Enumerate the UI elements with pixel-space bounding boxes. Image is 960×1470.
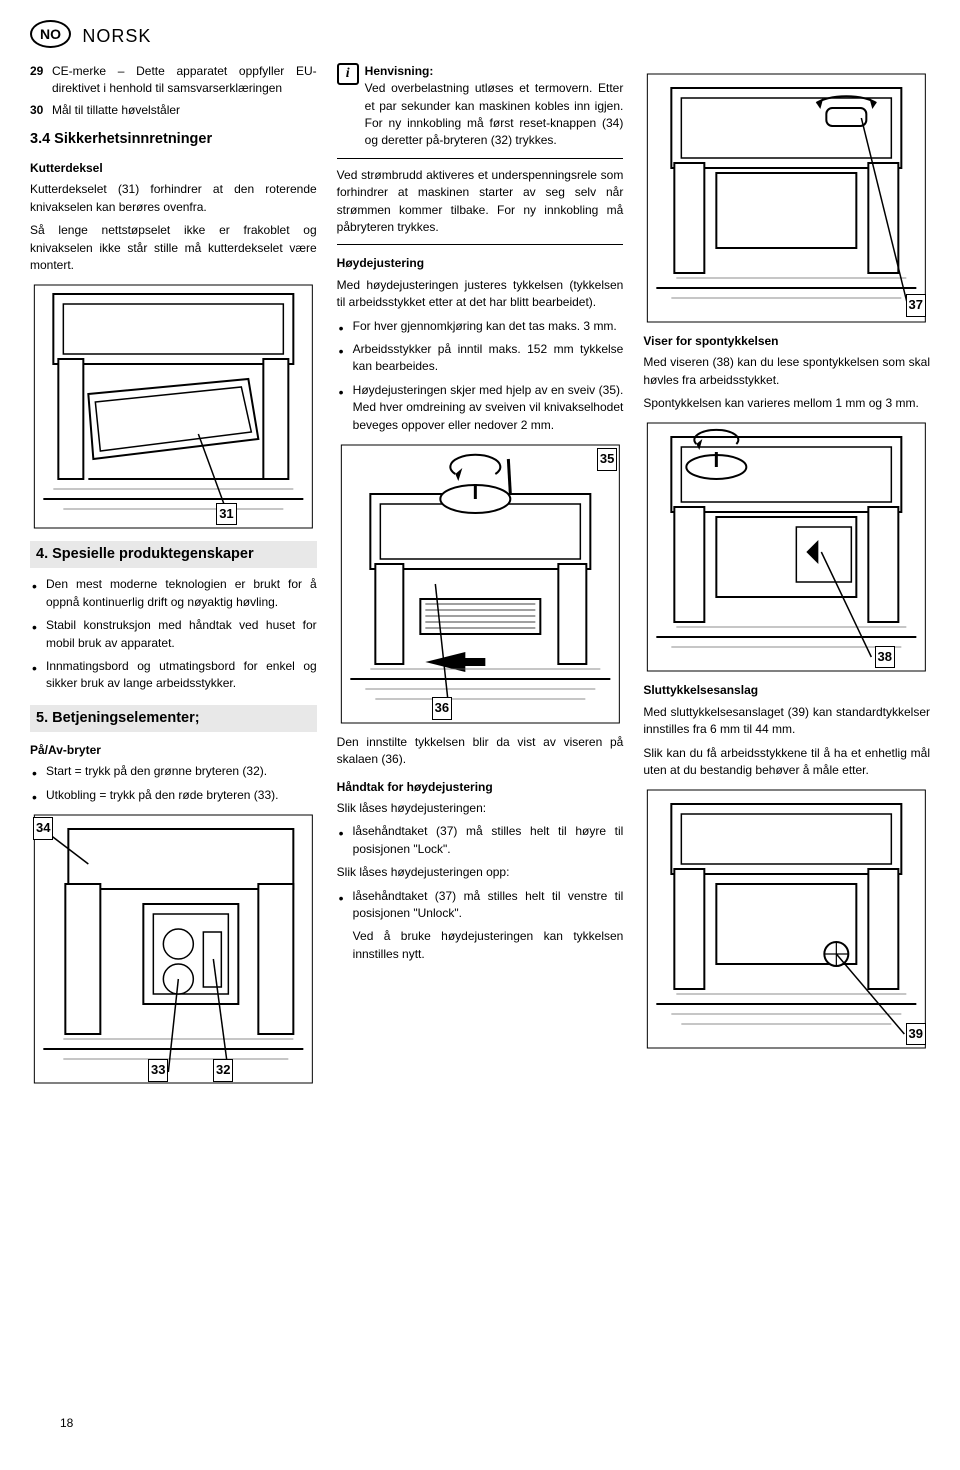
item-text: Mål til tillatte høvelståler [52, 102, 317, 119]
section-4-title: 4. Spesielle produktegenskaper [30, 541, 317, 568]
list-item: låsehåndtaket (37) må stilles helt til h… [337, 823, 624, 858]
figure-number: 31 [216, 503, 236, 526]
figure-37: 37 [643, 73, 930, 323]
list-item: 29 CE-merke – Dette apparatet oppfyller … [30, 63, 317, 98]
page-number: 18 [60, 1415, 73, 1432]
list-item: Stabil konstruksjon med håndtak ved huse… [30, 617, 317, 652]
figure-number: 35 [597, 448, 617, 471]
lang-badge: NO [30, 20, 71, 48]
list-item: Utkobling = trykk på den røde bryteren (… [30, 787, 317, 804]
para: Slik kan du få arbeidsstykkene til å ha … [643, 745, 930, 780]
sub-viser: Viser for spontykkelsen [643, 333, 930, 350]
figure-31: 31 [30, 284, 317, 529]
hoyde-list: For hver gjennomkjøring kan det tas maks… [337, 318, 624, 434]
divider [337, 158, 624, 159]
para: Med høydejusteringen justeres tykkelsen … [337, 277, 624, 312]
figure-number: 32 [213, 1059, 233, 1082]
info-icon: i [337, 63, 359, 85]
lock-list: låsehåndtaket (37) må stilles helt til h… [337, 823, 624, 858]
figure-number: 33 [148, 1059, 168, 1082]
para: Ved å bruke høydejusteringen kan tykkels… [337, 928, 624, 963]
lang-title: NORSK [82, 23, 151, 49]
figure-number: 39 [906, 1023, 926, 1046]
section-5-list: Start = trykk på den grønne bryteren (32… [30, 763, 317, 804]
list-item: Arbeidsstykker på inntil maks. 152 mm ty… [337, 341, 624, 376]
para: Med sluttykkelsesanslaget (39) kan stand… [643, 704, 930, 739]
figure-number: 38 [875, 646, 895, 669]
list-item: Start = trykk på den grønne bryteren (32… [30, 763, 317, 780]
section-5-title: 5. Betjeningselementer; [30, 705, 317, 732]
column-1: 29 CE-merke – Dette apparatet oppfyller … [30, 63, 317, 1094]
para: Spontykkelsen kan varieres mellom 1 mm o… [643, 395, 930, 412]
item-number: 30 [30, 102, 52, 119]
figure-switch: 34 33 32 [30, 814, 317, 1084]
sub-kutterdeksel: Kutterdeksel [30, 160, 317, 177]
sub-paav: På/Av-bryter [30, 742, 317, 759]
figure-number: 37 [906, 294, 926, 317]
figure-number: 36 [432, 697, 452, 720]
language-header: NO NORSK [30, 20, 930, 49]
note-title: Henvisning: [365, 64, 434, 78]
note-henvisning: i Henvisning: Ved overbelastning utløses… [337, 63, 624, 150]
divider [337, 244, 624, 245]
list-item: låsehåndtaket (37) må stilles helt til v… [337, 888, 624, 923]
figure-35-36: 35 36 [337, 444, 624, 724]
item-text: CE-merke – Dette apparatet oppfyller EU-… [52, 63, 317, 98]
item-number: 29 [30, 63, 52, 98]
figure-38: 38 [643, 422, 930, 672]
figure-39: 39 [643, 789, 930, 1049]
list-item: Høydejusteringen skjer med hjelp av en s… [337, 382, 624, 434]
figure-number: 34 [33, 817, 53, 840]
sub-handtak: Håndtak for høydejustering [337, 779, 624, 796]
list-item: Innmatingsbord og utmatingsbord for enke… [30, 658, 317, 693]
item-list-29-30: 29 CE-merke – Dette apparatet oppfyller … [30, 63, 317, 119]
para: Ved strømbrudd aktiveres et underspennin… [337, 167, 624, 237]
section-34-title: 3.4 Sikkerhetsinnretninger [30, 129, 317, 150]
note-body: Ved overbelastning utløses et termovern.… [365, 81, 624, 147]
para: Slik låses høydejusteringen opp: [337, 864, 624, 881]
list-item: Den mest moderne teknologien er brukt fo… [30, 576, 317, 611]
para: Kutterdekselet (31) forhindrer at den ro… [30, 181, 317, 216]
column-2: i Henvisning: Ved overbelastning utløses… [337, 63, 624, 1094]
section-4-list: Den mest moderne teknologien er brukt fo… [30, 576, 317, 692]
para: Den innstilte tykkelsen blir da vist av … [337, 734, 624, 769]
unlock-list: låsehåndtaket (37) må stilles helt til v… [337, 888, 624, 923]
sub-sluttykk: Sluttykkelsesanslag [643, 682, 930, 699]
para: Slik låses høydejusteringen: [337, 800, 624, 817]
column-3: 37 Viser for spontykkelsen Med viseren (… [643, 63, 930, 1094]
para: Med viseren (38) kan du lese spontykkels… [643, 354, 930, 389]
sub-hoydejustering: Høydejustering [337, 255, 624, 272]
list-item: For hver gjennomkjøring kan det tas maks… [337, 318, 624, 335]
list-item: 30 Mål til tillatte høvelståler [30, 102, 317, 119]
para: Så lenge nettstøpselet ikke er frakoblet… [30, 222, 317, 274]
